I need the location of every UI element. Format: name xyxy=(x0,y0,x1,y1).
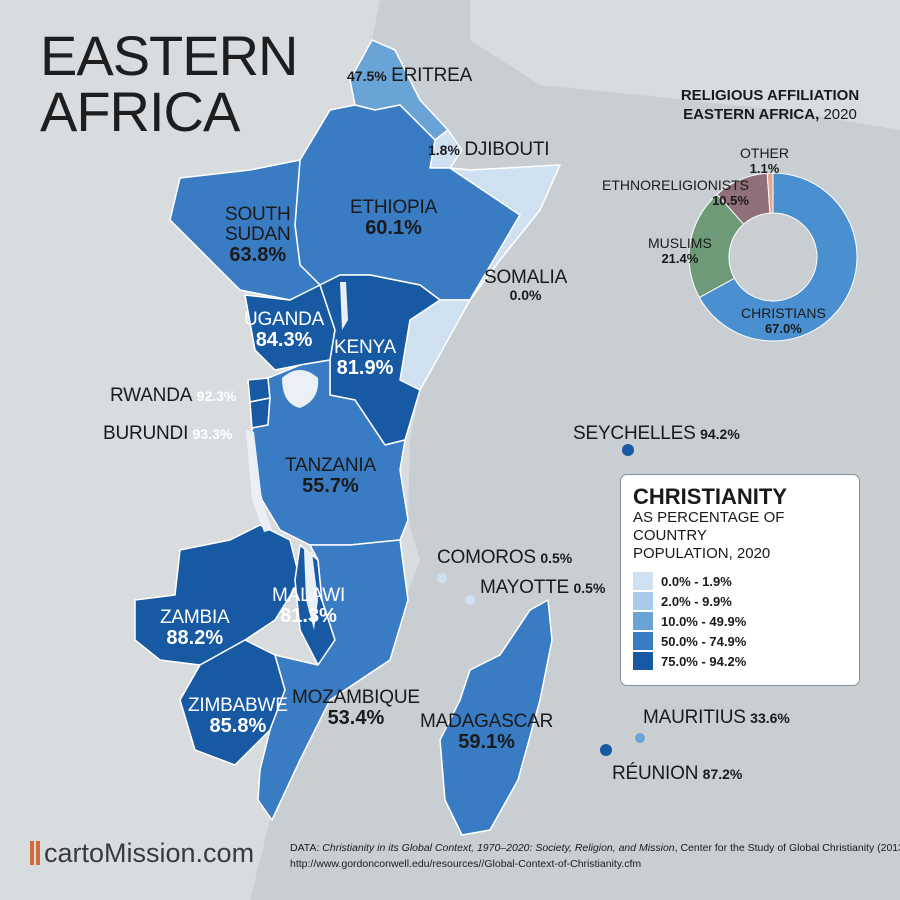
legend-item-label: 0.0% - 1.9% xyxy=(661,573,732,589)
donut-label-muslims: MUSLIMS 21.4% xyxy=(648,235,712,267)
label-malawi: MALAWI 81.3% xyxy=(272,585,346,627)
island-reunion xyxy=(600,744,612,756)
legend-swatch xyxy=(633,592,653,610)
legend-title: CHRISTIANITY xyxy=(633,484,787,509)
label-djibouti: 1.8% DJIBOUTI xyxy=(428,139,550,160)
label-eritrea: 47.5% ERITREA xyxy=(347,65,473,86)
legend-item: 10.0% - 49.9% xyxy=(633,611,847,631)
lake-malawi xyxy=(304,550,318,630)
legend-item: 50.0% - 74.9% xyxy=(633,631,847,651)
label-burundi: BURUNDI 93.3% xyxy=(103,423,233,444)
label-mauritius: MAURITIUS 33.6% xyxy=(643,707,790,728)
legend-swatch xyxy=(633,652,653,670)
legend-item: 0.0% - 1.9% xyxy=(633,571,847,591)
donut-label-ethnoreligionists: ETHNORELIGIONISTS 10.5% xyxy=(602,177,750,209)
label-south-sudan: SOUTH SUDAN 63.8% xyxy=(225,204,291,266)
legend-swatch xyxy=(633,572,653,590)
title-line-2: AFRICA xyxy=(40,80,240,143)
lake-victoria xyxy=(282,370,319,408)
map-legend: CHRISTIANITY AS PERCENTAGE OF COUNTRY PO… xyxy=(620,474,860,686)
data-source: DATA: Christianity in its Global Context… xyxy=(290,840,900,872)
arabia-land xyxy=(470,0,900,130)
legend-item-label: 50.0% - 74.9% xyxy=(661,633,747,649)
legend-swatch xyxy=(633,612,653,630)
legend-subtitle-2: POPULATION, 2020 xyxy=(633,545,771,562)
donut-label-christians: CHRISTIANS 67.0% xyxy=(741,305,826,337)
lake-turkana xyxy=(340,282,348,330)
donut-segment-christians xyxy=(698,172,858,342)
label-rwanda: RWANDA 92.3% xyxy=(110,385,237,406)
label-madagascar: MADAGASCAR 59.1% xyxy=(420,711,554,753)
legend-item-label: 10.0% - 49.9% xyxy=(661,613,747,629)
cartomission-logo: cartoMission.com xyxy=(30,838,254,869)
cartomission-logo-icon xyxy=(30,841,40,865)
map-title: EASTERN AFRICA xyxy=(40,28,298,140)
source-url: http://www.gordonconwell.edu/resources//… xyxy=(290,858,642,870)
label-mozambique: MOZAMBIQUE 53.4% xyxy=(292,687,420,729)
label-mayotte: MAYOTTE 0.5% xyxy=(480,577,606,598)
label-kenya: KENYA 81.9% xyxy=(334,337,397,379)
label-zambia: ZAMBIA 88.2% xyxy=(160,607,230,649)
label-tanzania: TANZANIA 55.7% xyxy=(285,455,376,497)
legend-subtitle-1: AS PERCENTAGE OF COUNTRY xyxy=(633,509,785,544)
label-comoros: COMOROS 0.5% xyxy=(437,547,573,568)
legend-item: 75.0% - 94.2% xyxy=(633,651,847,671)
label-uganda: UGANDA 84.3% xyxy=(244,309,325,351)
donut-segment-other xyxy=(766,172,774,214)
label-seychelles: SEYCHELLES 94.2% xyxy=(573,423,740,444)
label-somalia: SOMALIA 0.0% xyxy=(484,267,568,303)
legend-item-label: 2.0% - 9.9% xyxy=(661,593,732,609)
island-mayotte xyxy=(465,595,475,605)
lake-tanganyika xyxy=(246,430,272,532)
label-zimbabwe: ZIMBABWE 85.8% xyxy=(188,695,288,737)
title-line-1: EASTERN xyxy=(40,24,298,87)
legend-item: 2.0% - 9.9% xyxy=(633,591,847,611)
island-seychelles xyxy=(622,444,634,456)
label-reunion: RÉUNION 87.2% xyxy=(612,763,743,784)
country-burundi xyxy=(249,397,271,429)
country-mozambique xyxy=(257,539,409,821)
label-ethiopia: ETHIOPIA 60.1% xyxy=(350,197,438,239)
island-mauritius xyxy=(635,733,645,743)
country-madagascar xyxy=(439,599,553,836)
legend-swatch xyxy=(633,632,653,650)
donut-title: RELIGIOUS AFFILIATION EASTERN AFRICA, 20… xyxy=(680,87,860,123)
island-comoros xyxy=(437,573,447,583)
donut-label-other: OTHER 1.1% xyxy=(740,145,789,177)
legend-item-label: 75.0% - 94.2% xyxy=(661,653,747,669)
religion-donut-chart xyxy=(688,172,858,342)
